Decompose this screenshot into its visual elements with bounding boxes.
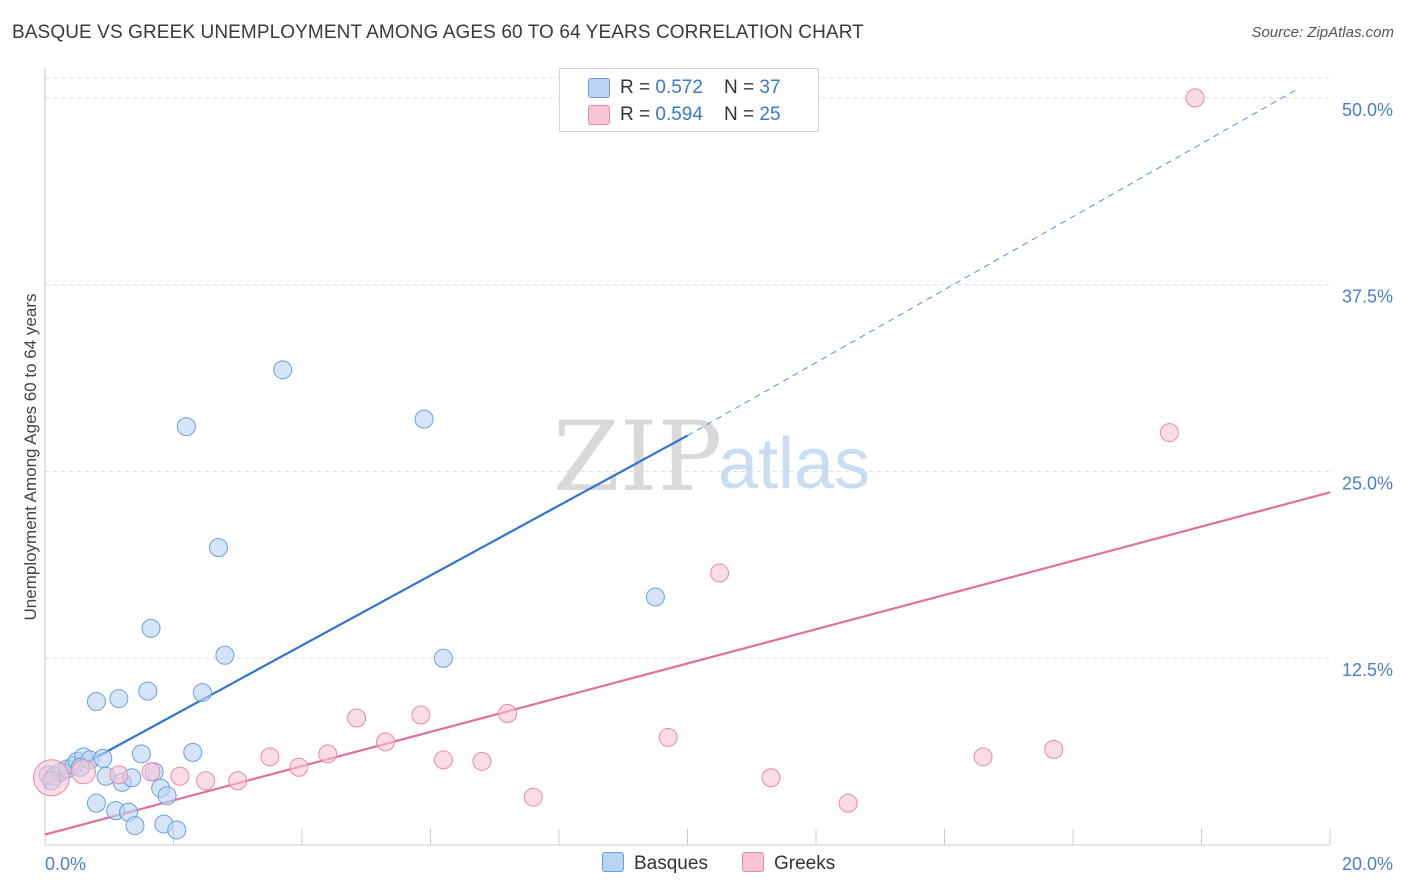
basques-point-29: [215, 645, 235, 665]
data-points: [32, 88, 1205, 840]
n-label: N =: [724, 104, 760, 125]
greeks-point-13: [433, 750, 453, 770]
y-tick-label-1: 25.0%: [1342, 473, 1393, 493]
watermark-atlas: atlas: [718, 424, 870, 504]
greeks-point-20: [838, 793, 858, 813]
greeks-point-22: [1044, 739, 1064, 759]
gridlines: [45, 77, 1330, 659]
basques-trend-line: [44, 434, 689, 787]
axes: [44, 68, 1331, 846]
basques-legend-label: Basques: [634, 853, 708, 874]
n-label: N =: [724, 77, 760, 98]
greeks-point-6: [228, 771, 248, 791]
r-label: R =: [620, 77, 656, 98]
greeks-point-17: [658, 727, 678, 747]
y-tick-label-3: 50.0%: [1342, 100, 1393, 120]
greeks-point-4: [170, 766, 190, 786]
legend-text-basques: R = 0.572 N = 37: [620, 77, 781, 99]
x-tick-label-0: 0.0%: [45, 854, 86, 874]
correlation-legend: R = 0.572 N = 37 R = 0.594 N = 25: [559, 68, 819, 132]
legend-item-greeks[interactable]: Greeks: [742, 852, 835, 875]
greeks-point-7: [260, 747, 280, 767]
tick-labels: 12.5% 25.0% 37.5% 50.0% 0.0% 20.0%: [45, 100, 1393, 874]
source-label: Source: ZipAtlas.com: [1251, 24, 1394, 41]
greeks-point-11: [376, 732, 396, 752]
greeks-point-10: [347, 708, 367, 728]
legend-text-greeks: R = 0.594 N = 25: [620, 104, 781, 126]
n-value: 37: [759, 77, 781, 98]
greeks-point-3: [141, 762, 161, 782]
greeks-legend-label: Greeks: [774, 853, 836, 874]
basques-point-16: [125, 816, 145, 836]
greeks-point-2: [109, 765, 129, 785]
greeks-point-21: [973, 747, 993, 767]
basques-legend-swatch: [602, 852, 624, 872]
basques-point-30: [273, 360, 293, 380]
basques-point-17: [131, 744, 151, 764]
y-tick-label-2: 37.5%: [1342, 287, 1393, 307]
basques-point-31: [414, 409, 434, 429]
basques-point-11: [109, 689, 129, 709]
greeks-point-12: [411, 705, 431, 725]
basques-point-13: [86, 793, 106, 813]
greeks-point-16: [523, 787, 543, 807]
basques-point-33: [645, 587, 665, 607]
greeks-point-14: [472, 751, 492, 771]
basques-point-19: [141, 618, 161, 638]
greeks-point-5: [196, 771, 216, 791]
watermark: ZIP atlas: [553, 401, 870, 513]
basques-point-24: [167, 820, 187, 840]
r-label: R =: [620, 104, 656, 125]
basques-point-8: [86, 692, 106, 712]
basques-point-28: [208, 538, 228, 558]
greeks-point-9: [318, 744, 338, 764]
n-value: 25: [759, 104, 781, 125]
basques-point-25: [176, 417, 196, 437]
basques-trend-extension: [687, 88, 1299, 437]
greeks-point-0: [32, 759, 70, 797]
y-axis-label: Unemployment Among Ages 60 to 64 years: [21, 294, 40, 621]
basques-point-27: [192, 683, 212, 703]
greeks-point-24: [1185, 88, 1205, 108]
y-tick-label-0: 12.5%: [1342, 660, 1393, 680]
basques-point-26: [183, 742, 203, 762]
basques-point-18: [138, 681, 158, 701]
basques-point-22: [157, 786, 177, 806]
basques-point-32: [433, 648, 453, 668]
greeks-point-1: [71, 759, 97, 785]
greeks-trend-line: [44, 491, 1331, 836]
x-tick-label-1: 20.0%: [1342, 854, 1393, 874]
basques-point-9: [93, 748, 113, 768]
greeks-point-18: [710, 563, 730, 583]
legend-item-basques[interactable]: Basques: [602, 852, 708, 875]
greeks-point-8: [289, 757, 309, 777]
chart-title: BASQUE VS GREEK UNEMPLOYMENT AMONG AGES …: [12, 22, 864, 43]
greeks-point-15: [498, 704, 518, 724]
greeks-legend-swatch: [742, 852, 764, 872]
r-value: 0.594: [655, 104, 703, 125]
greeks-swatch: [588, 105, 610, 125]
greeks-point-19: [761, 768, 781, 788]
basques-swatch: [588, 78, 610, 98]
r-value: 0.572: [655, 77, 703, 98]
trend-lines: [44, 88, 1331, 836]
greeks-point-23: [1159, 423, 1179, 443]
